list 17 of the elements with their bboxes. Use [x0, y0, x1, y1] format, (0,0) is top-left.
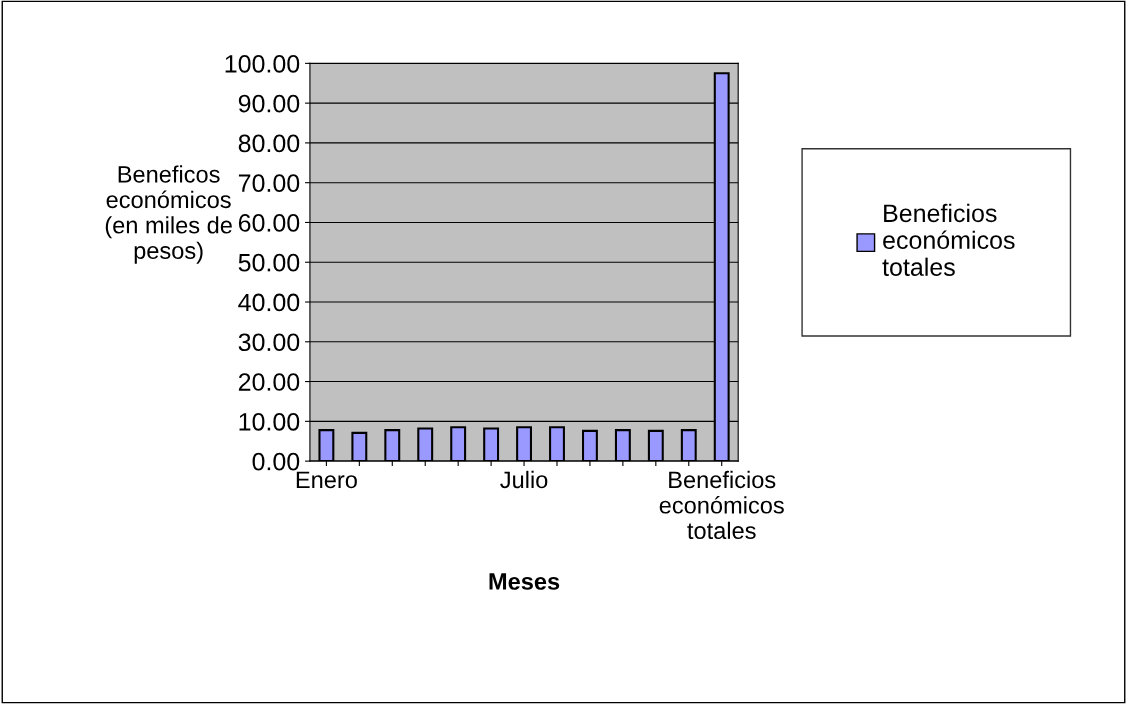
- y-tick-label: 20.00: [238, 373, 300, 391]
- y-tick-label: 30.00: [238, 333, 300, 352]
- y-axis-title: Beneficos económicos (en miles de pesos): [105, 165, 232, 264]
- y-tick-label: 50.00: [238, 253, 300, 272]
- y-tick-label: 100.00: [225, 54, 300, 73]
- x-axis-title: Meses: [489, 573, 560, 590]
- x-tick-label: Enero: [296, 471, 357, 489]
- legend-label: Beneficios económicos totales: [882, 203, 1015, 276]
- x-tick-label: Julio: [500, 470, 548, 489]
- y-tick-label: 10.00: [239, 412, 300, 431]
- x-tick-label: Beneficios económicos totales: [659, 470, 784, 540]
- y-tick-label: 80.00: [238, 134, 300, 153]
- y-tick-label: 90.00: [238, 94, 300, 113]
- y-tick-label: 70.00: [238, 174, 300, 192]
- y-tick-label: 40.00: [238, 293, 300, 312]
- y-tick-label: 0.00: [252, 452, 300, 471]
- y-tick-label: 60.00: [238, 214, 300, 232]
